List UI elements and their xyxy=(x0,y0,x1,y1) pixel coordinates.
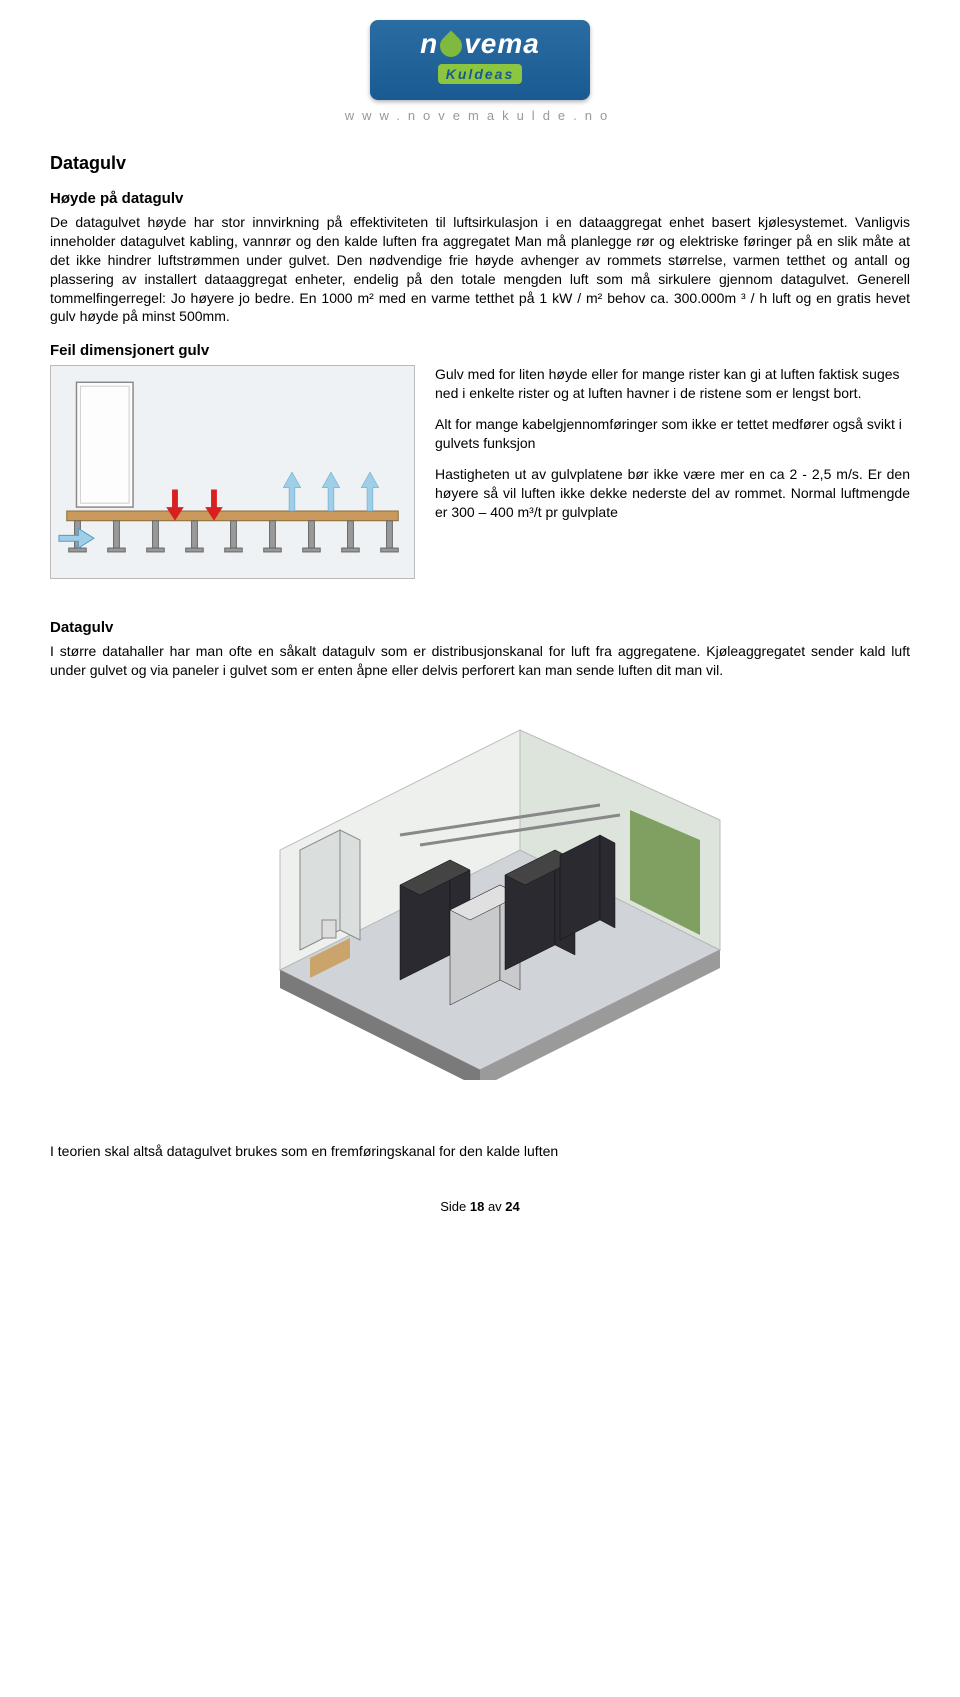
two-column-section: Gulv med for liten høyde eller for mange… xyxy=(50,365,910,579)
right-column-text: Gulv med for liten høyde eller for mange… xyxy=(435,365,910,579)
heading-datagulv2: Datagulv xyxy=(50,619,910,636)
leaf-icon xyxy=(436,30,467,61)
paragraph-suction: Gulv med for liten høyde eller for mange… xyxy=(435,365,910,403)
logo: nvema Kuldeas xyxy=(370,20,590,100)
paragraph-theory: I teorien skal altså datagulvet brukes s… xyxy=(50,1143,910,1159)
page-footer: Side 18 av 24 xyxy=(50,1199,910,1214)
footer-mid: av xyxy=(484,1199,505,1214)
paragraph-cable: Alt for mange kabelgjennomføringer som i… xyxy=(435,415,910,453)
logo-subtitle: Kuldeas xyxy=(438,64,522,84)
heading-height: Høyde på datagulv xyxy=(50,190,910,207)
footer-pre: Side xyxy=(440,1199,470,1214)
paragraph-height: De datagulvet høyde har stor innvirkning… xyxy=(50,213,910,326)
logo-url: www.novemakulde.no xyxy=(50,108,910,123)
floor-diagram xyxy=(50,365,415,579)
paragraph-speed: Hastigheten ut av gulvplatene bør ikke v… xyxy=(435,465,910,522)
heading-main: Datagulv xyxy=(50,153,910,174)
footer-total: 24 xyxy=(505,1199,519,1214)
raised-floor-svg xyxy=(57,372,408,572)
paragraph-distribution: I større datahaller har man ofte en såka… xyxy=(50,642,910,680)
logo-text-left: n xyxy=(420,28,438,59)
footer-page-num: 18 xyxy=(470,1199,484,1214)
logo-brand: nvema xyxy=(382,28,578,60)
logo-text-right: vema xyxy=(464,28,540,59)
datacenter-iso-svg xyxy=(200,720,760,1080)
page-header: nvema Kuldeas www.novemakulde.no xyxy=(50,20,910,123)
heading-wrong-dim: Feil dimensjonert gulv xyxy=(50,342,910,359)
isometric-diagram xyxy=(50,720,910,1083)
